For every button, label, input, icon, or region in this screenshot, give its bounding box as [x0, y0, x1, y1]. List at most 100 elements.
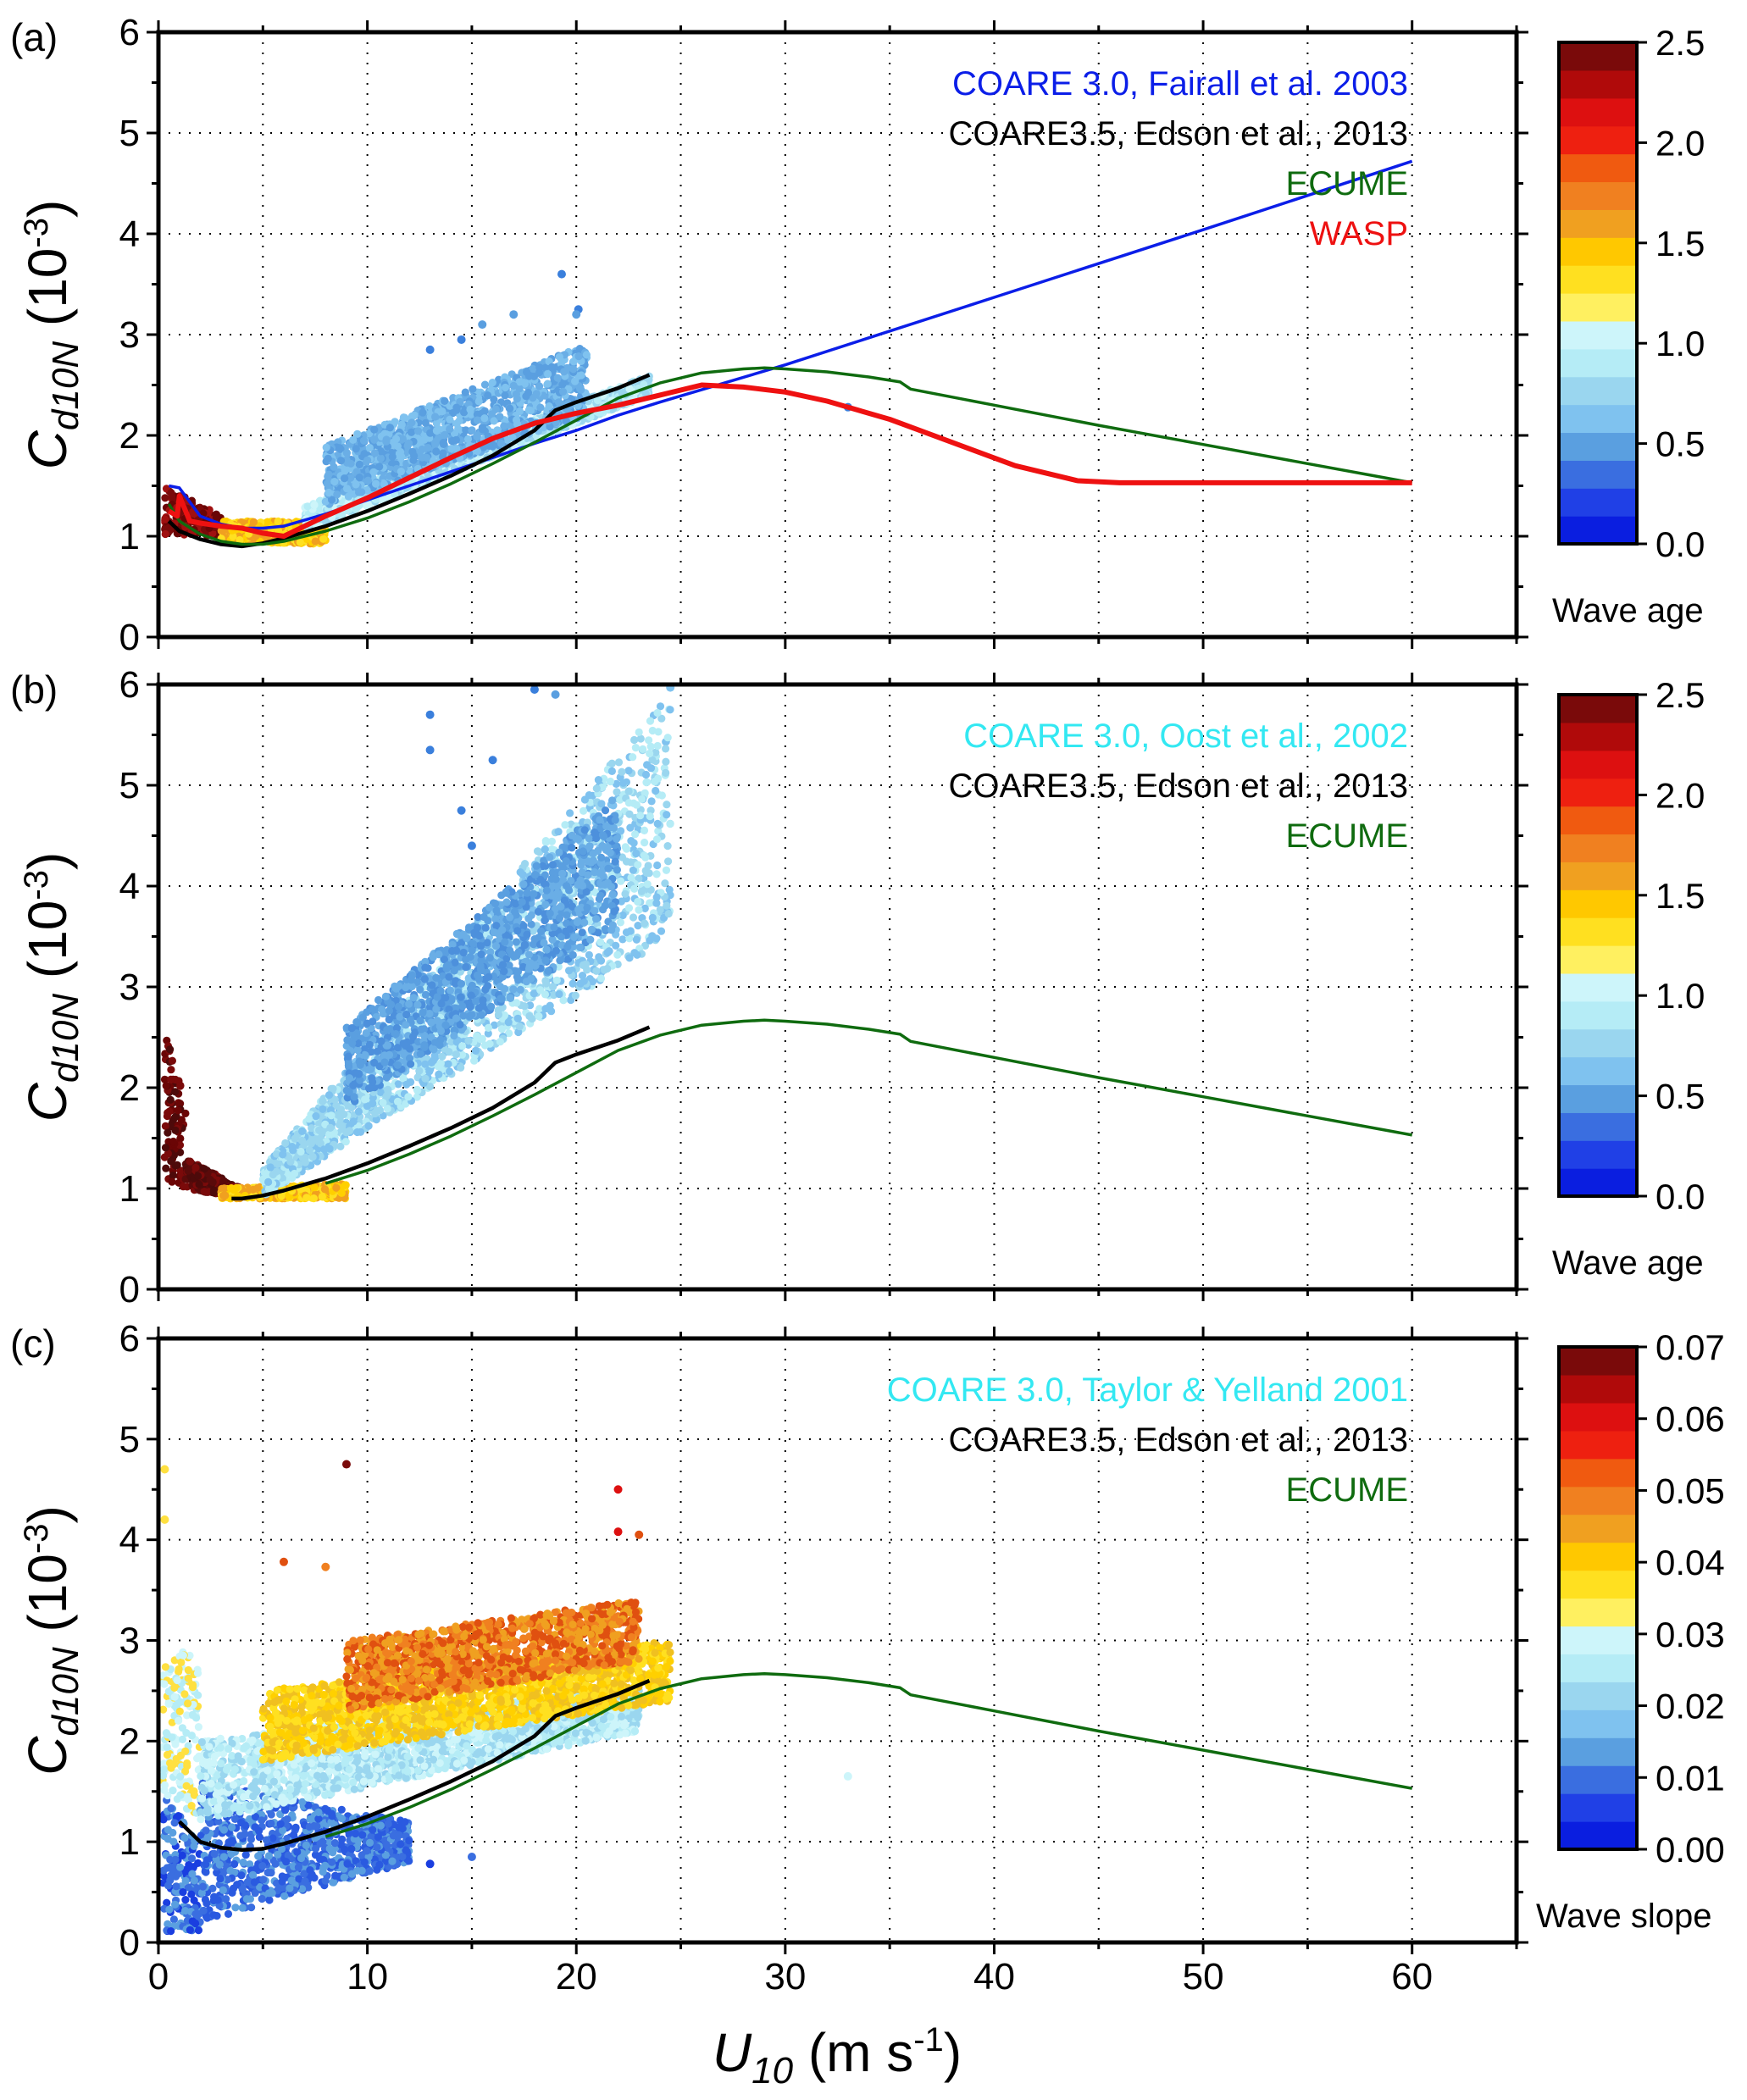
data-point	[337, 1189, 346, 1197]
data-point	[509, 381, 518, 390]
data-point	[352, 505, 360, 513]
data-point	[219, 527, 227, 535]
data-point	[452, 435, 461, 445]
colorbar-segment	[1559, 97, 1637, 127]
data-point	[360, 450, 369, 458]
data-point	[557, 269, 566, 279]
data-point	[347, 474, 355, 482]
data-point	[508, 434, 517, 442]
data-point	[480, 380, 490, 389]
data-point	[666, 706, 674, 714]
data-point	[310, 1183, 319, 1192]
data-point	[661, 879, 669, 888]
data-point	[191, 1163, 200, 1172]
data-point	[344, 492, 352, 501]
data-point	[321, 497, 330, 506]
data-point	[200, 1188, 208, 1196]
data-point	[625, 385, 634, 393]
data-point	[493, 426, 502, 435]
data-point	[569, 357, 578, 366]
data-point	[169, 1172, 177, 1180]
data-point	[162, 1164, 170, 1172]
data-point	[535, 382, 544, 391]
data-point	[229, 532, 237, 540]
data-point	[566, 809, 574, 817]
data-point	[174, 1106, 182, 1115]
data-point	[324, 488, 333, 497]
data-point	[460, 408, 469, 417]
colorbar-segment	[1559, 460, 1637, 489]
data-point	[380, 429, 389, 438]
data-point	[166, 1095, 175, 1104]
data-point	[529, 394, 537, 402]
data-point	[479, 425, 487, 434]
legend-entry: COARE3.5, Edson et al., 2013	[948, 115, 1408, 152]
data-point	[585, 950, 594, 959]
data-point	[490, 417, 498, 425]
scatter-points	[161, 269, 852, 548]
data-point	[484, 391, 492, 400]
data-point	[176, 1082, 185, 1090]
data-point	[582, 351, 591, 359]
colorbar-segment	[1559, 237, 1637, 266]
data-point	[554, 398, 563, 407]
data-point	[509, 310, 519, 319]
data-point	[618, 935, 627, 944]
data-point	[330, 478, 339, 486]
data-point	[426, 429, 435, 437]
data-point	[336, 444, 344, 452]
data-point	[468, 426, 476, 435]
data-point	[647, 797, 656, 806]
colorbar-segment	[1559, 376, 1637, 406]
data-point	[167, 1075, 175, 1083]
data-point	[490, 396, 498, 404]
colorbar-segment	[1559, 153, 1637, 183]
data-point	[341, 1181, 350, 1189]
data-point	[478, 320, 487, 330]
data-point	[161, 515, 169, 524]
y-tick-label: 3	[119, 314, 140, 356]
data-point	[375, 463, 384, 471]
data-point	[634, 922, 642, 930]
data-point	[333, 490, 341, 499]
data-point	[410, 452, 419, 460]
data-point	[341, 474, 349, 483]
data-point	[168, 1177, 176, 1186]
data-point	[398, 435, 407, 443]
data-point	[456, 397, 464, 406]
data-point	[302, 1194, 311, 1202]
series-lines	[167, 159, 1413, 549]
data-point	[352, 445, 360, 453]
colorbar-tick-label: 1.0	[1655, 324, 1705, 363]
data-point	[500, 422, 508, 430]
data-point	[341, 467, 349, 475]
data-point	[536, 403, 545, 412]
data-point	[176, 1134, 185, 1143]
data-point	[506, 404, 514, 413]
data-point	[303, 502, 312, 511]
data-point	[388, 452, 397, 461]
colorbar-segment	[1559, 181, 1637, 210]
data-point	[569, 365, 578, 374]
data-point	[577, 385, 585, 394]
y-axis-label-close: )	[17, 200, 78, 218]
data-point	[547, 363, 557, 371]
data-point	[370, 425, 379, 434]
data-point	[618, 388, 626, 396]
data-point	[363, 476, 372, 485]
data-point	[455, 417, 463, 425]
data-point	[167, 489, 175, 497]
data-point	[236, 535, 244, 545]
data-point	[652, 835, 662, 844]
legend-entry: WASP	[1310, 215, 1408, 252]
y-axis-label: Cd10N (10-3)	[17, 200, 86, 470]
data-point	[469, 385, 477, 393]
data-point	[342, 485, 352, 493]
colorbar-segment	[1559, 432, 1637, 461]
data-point	[336, 457, 346, 465]
data-point	[353, 429, 362, 438]
data-point	[515, 385, 524, 393]
